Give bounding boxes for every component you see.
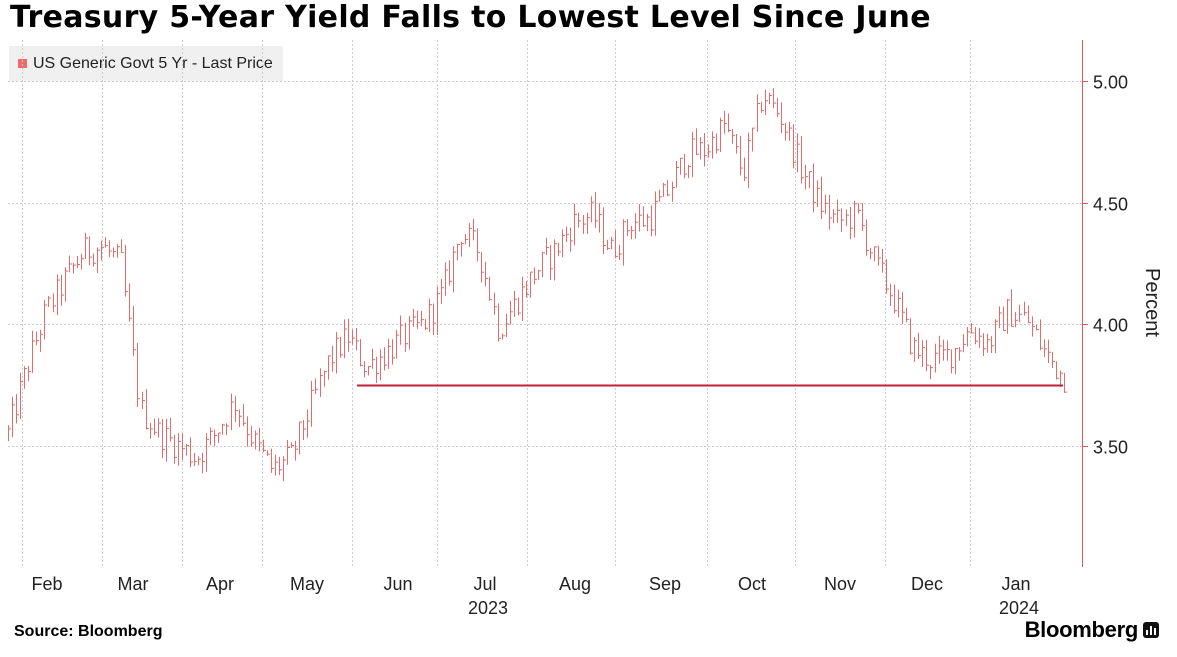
bloomberg-logo: Bloomberg: [1025, 617, 1159, 643]
x-tick-label: Feb: [31, 574, 62, 594]
legend-label: US Generic Govt 5 Yr - Last Price: [33, 54, 273, 72]
year-label: 2024: [999, 598, 1039, 618]
x-tick-label: Sep: [649, 574, 681, 594]
brand-name: Bloomberg: [1024, 617, 1139, 642]
chart-title: Treasury 5-Year Yield Falls to Lowest Le…: [10, 0, 931, 35]
source-note: Source: Bloomberg: [14, 623, 163, 640]
x-tick-label: Apr: [206, 574, 234, 594]
y-tick-label: 5.00: [1093, 73, 1128, 93]
y-tick-label: 4.50: [1093, 195, 1128, 215]
x-tick-label: Oct: [738, 574, 766, 594]
y-axis-label: Percent: [1141, 268, 1163, 337]
x-tick-label: Nov: [824, 574, 856, 594]
x-tick-label: May: [290, 574, 324, 594]
x-tick-label: Jan: [1001, 574, 1030, 594]
x-tick-label: Mar: [118, 574, 149, 594]
x-tick-label: Jun: [383, 574, 412, 594]
legend-swatch: [18, 59, 27, 68]
y-tick-label: 4.00: [1093, 316, 1128, 336]
x-tick-label: Jul: [473, 574, 496, 594]
bloomberg-bars-icon: [1143, 622, 1159, 638]
year-label: 2023: [468, 598, 508, 618]
x-tick-label: Dec: [911, 574, 943, 594]
chart-legend: US Generic Govt 5 Yr - Last Price: [9, 46, 283, 81]
x-tick-label: Aug: [559, 574, 591, 594]
y-tick-label: 3.50: [1093, 438, 1128, 458]
